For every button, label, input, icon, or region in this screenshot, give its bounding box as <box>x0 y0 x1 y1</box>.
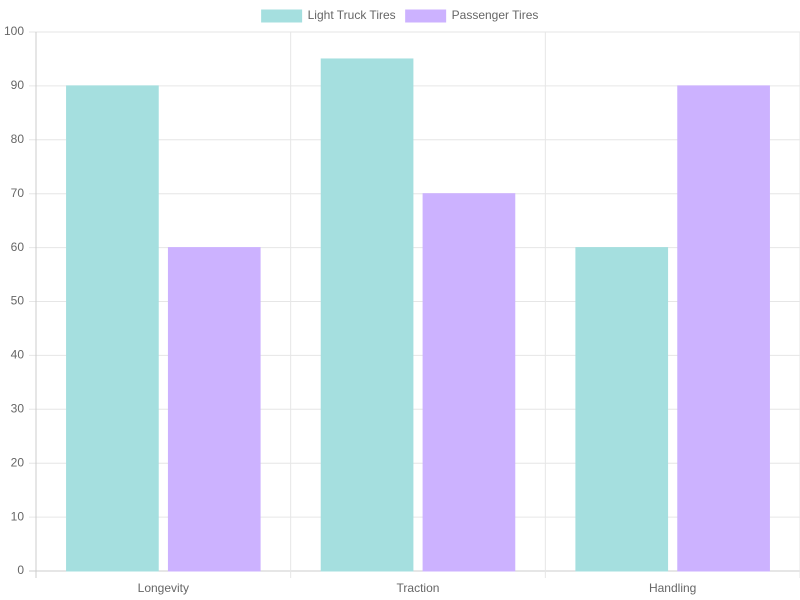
y-tick-label: 0 <box>17 563 24 577</box>
y-tick-label: 60 <box>11 240 25 254</box>
y-tick-label: 50 <box>11 294 25 308</box>
y-tick-label: 90 <box>11 78 25 92</box>
legend-swatch[interactable] <box>261 9 303 23</box>
legend-swatch[interactable] <box>405 9 447 23</box>
y-tick-label: 20 <box>11 455 25 469</box>
legend-label[interactable]: Passenger Tires <box>452 8 539 22</box>
bar <box>66 85 159 572</box>
bar <box>320 58 414 572</box>
x-tick-label: Handling <box>649 581 696 595</box>
bar <box>167 247 261 572</box>
y-tick-label: 40 <box>11 348 25 362</box>
x-tick-label: Traction <box>397 581 440 595</box>
y-tick-label: 30 <box>11 401 25 415</box>
y-tick-label: 70 <box>11 186 25 200</box>
y-tick-label: 80 <box>11 132 25 146</box>
y-tick-label: 10 <box>11 509 25 523</box>
y-tick-label: 100 <box>4 24 24 38</box>
bar <box>575 247 669 572</box>
bar <box>677 85 770 572</box>
x-tick-label: Longevity <box>138 581 189 595</box>
legend-label[interactable]: Light Truck Tires <box>308 8 396 22</box>
bar <box>422 193 516 572</box>
